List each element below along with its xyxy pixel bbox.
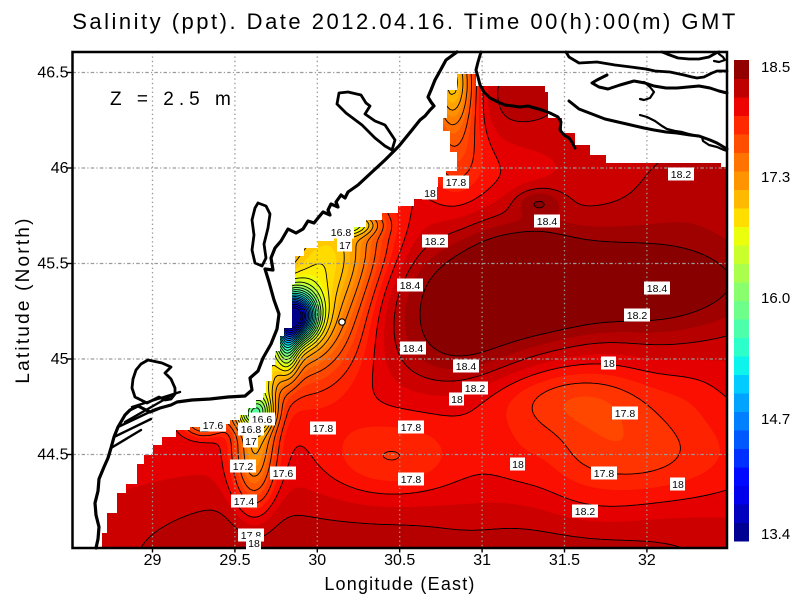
svg-text:30: 30 [308, 552, 326, 569]
svg-text:17.6: 17.6 [203, 420, 224, 432]
svg-text:18: 18 [603, 358, 615, 370]
svg-text:17.4: 17.4 [234, 496, 255, 508]
svg-text:Latitude (North): Latitude (North) [13, 216, 34, 383]
svg-text:31: 31 [473, 552, 491, 569]
svg-text:17.6: 17.6 [273, 468, 294, 480]
svg-text:18.4: 18.4 [456, 361, 477, 373]
svg-text:45: 45 [51, 351, 69, 368]
svg-text:17.8: 17.8 [401, 422, 422, 434]
svg-text:29.5: 29.5 [219, 552, 250, 569]
svg-text:17.8: 17.8 [446, 177, 467, 189]
svg-text:31.5: 31.5 [549, 552, 580, 569]
svg-text:18.2: 18.2 [627, 310, 648, 322]
svg-text:18: 18 [512, 459, 524, 471]
svg-text:16.8: 16.8 [241, 424, 262, 436]
svg-text:18.4: 18.4 [647, 283, 668, 295]
svg-text:17.3: 17.3 [761, 169, 790, 186]
svg-text:17.8: 17.8 [313, 423, 334, 435]
svg-text:30.5: 30.5 [384, 552, 415, 569]
svg-text:44.5: 44.5 [37, 447, 68, 464]
svg-text:45.5: 45.5 [37, 256, 68, 273]
svg-text:13.4: 13.4 [761, 526, 790, 543]
svg-text:17: 17 [245, 436, 257, 448]
svg-text:32: 32 [638, 552, 656, 569]
svg-text:18.4: 18.4 [403, 343, 424, 355]
svg-text:29: 29 [144, 552, 162, 569]
svg-text:17.8: 17.8 [401, 474, 422, 486]
svg-text:18.2: 18.2 [671, 169, 692, 181]
svg-text:18.2: 18.2 [575, 506, 596, 518]
svg-text:16.0: 16.0 [761, 290, 790, 307]
svg-text:Longitude (East): Longitude (East) [324, 574, 475, 594]
svg-text:18.5: 18.5 [761, 59, 790, 76]
svg-text:18: 18 [248, 538, 260, 550]
svg-text:46: 46 [51, 160, 69, 177]
svg-text:17.8: 17.8 [594, 468, 615, 480]
svg-text:18: 18 [424, 188, 436, 200]
svg-text:18.2: 18.2 [425, 236, 446, 248]
svg-text:17: 17 [339, 240, 351, 252]
svg-text:18.4: 18.4 [537, 216, 558, 228]
svg-text:14.7: 14.7 [761, 411, 790, 428]
svg-text:17.8: 17.8 [615, 408, 636, 420]
svg-text:Salinity (ppt). Date 2012.04.1: Salinity (ppt). Date 2012.04.16. Time 00… [72, 9, 738, 34]
svg-text:18: 18 [672, 479, 684, 491]
svg-text:17.2: 17.2 [233, 461, 254, 473]
svg-text:18: 18 [451, 394, 463, 406]
svg-text:18.4: 18.4 [400, 280, 421, 292]
svg-text:18.2: 18.2 [465, 383, 486, 395]
svg-text:46.5: 46.5 [37, 65, 68, 82]
svg-text:Z = 2.5 m: Z = 2.5 m [110, 89, 236, 110]
svg-text:16.8: 16.8 [331, 227, 352, 239]
